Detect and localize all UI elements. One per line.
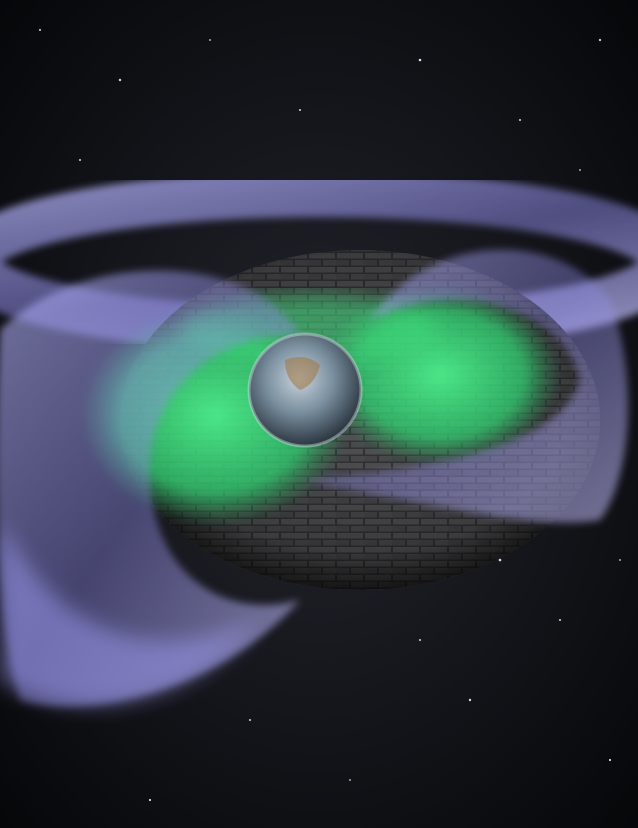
outer-loop-left xyxy=(0,270,300,706)
stars xyxy=(39,29,621,802)
earth xyxy=(249,334,361,446)
earth-atmosphere xyxy=(247,332,363,448)
earth-land xyxy=(285,356,320,390)
outer-glow-lower xyxy=(0,520,260,705)
outer-loop-right xyxy=(300,249,629,523)
